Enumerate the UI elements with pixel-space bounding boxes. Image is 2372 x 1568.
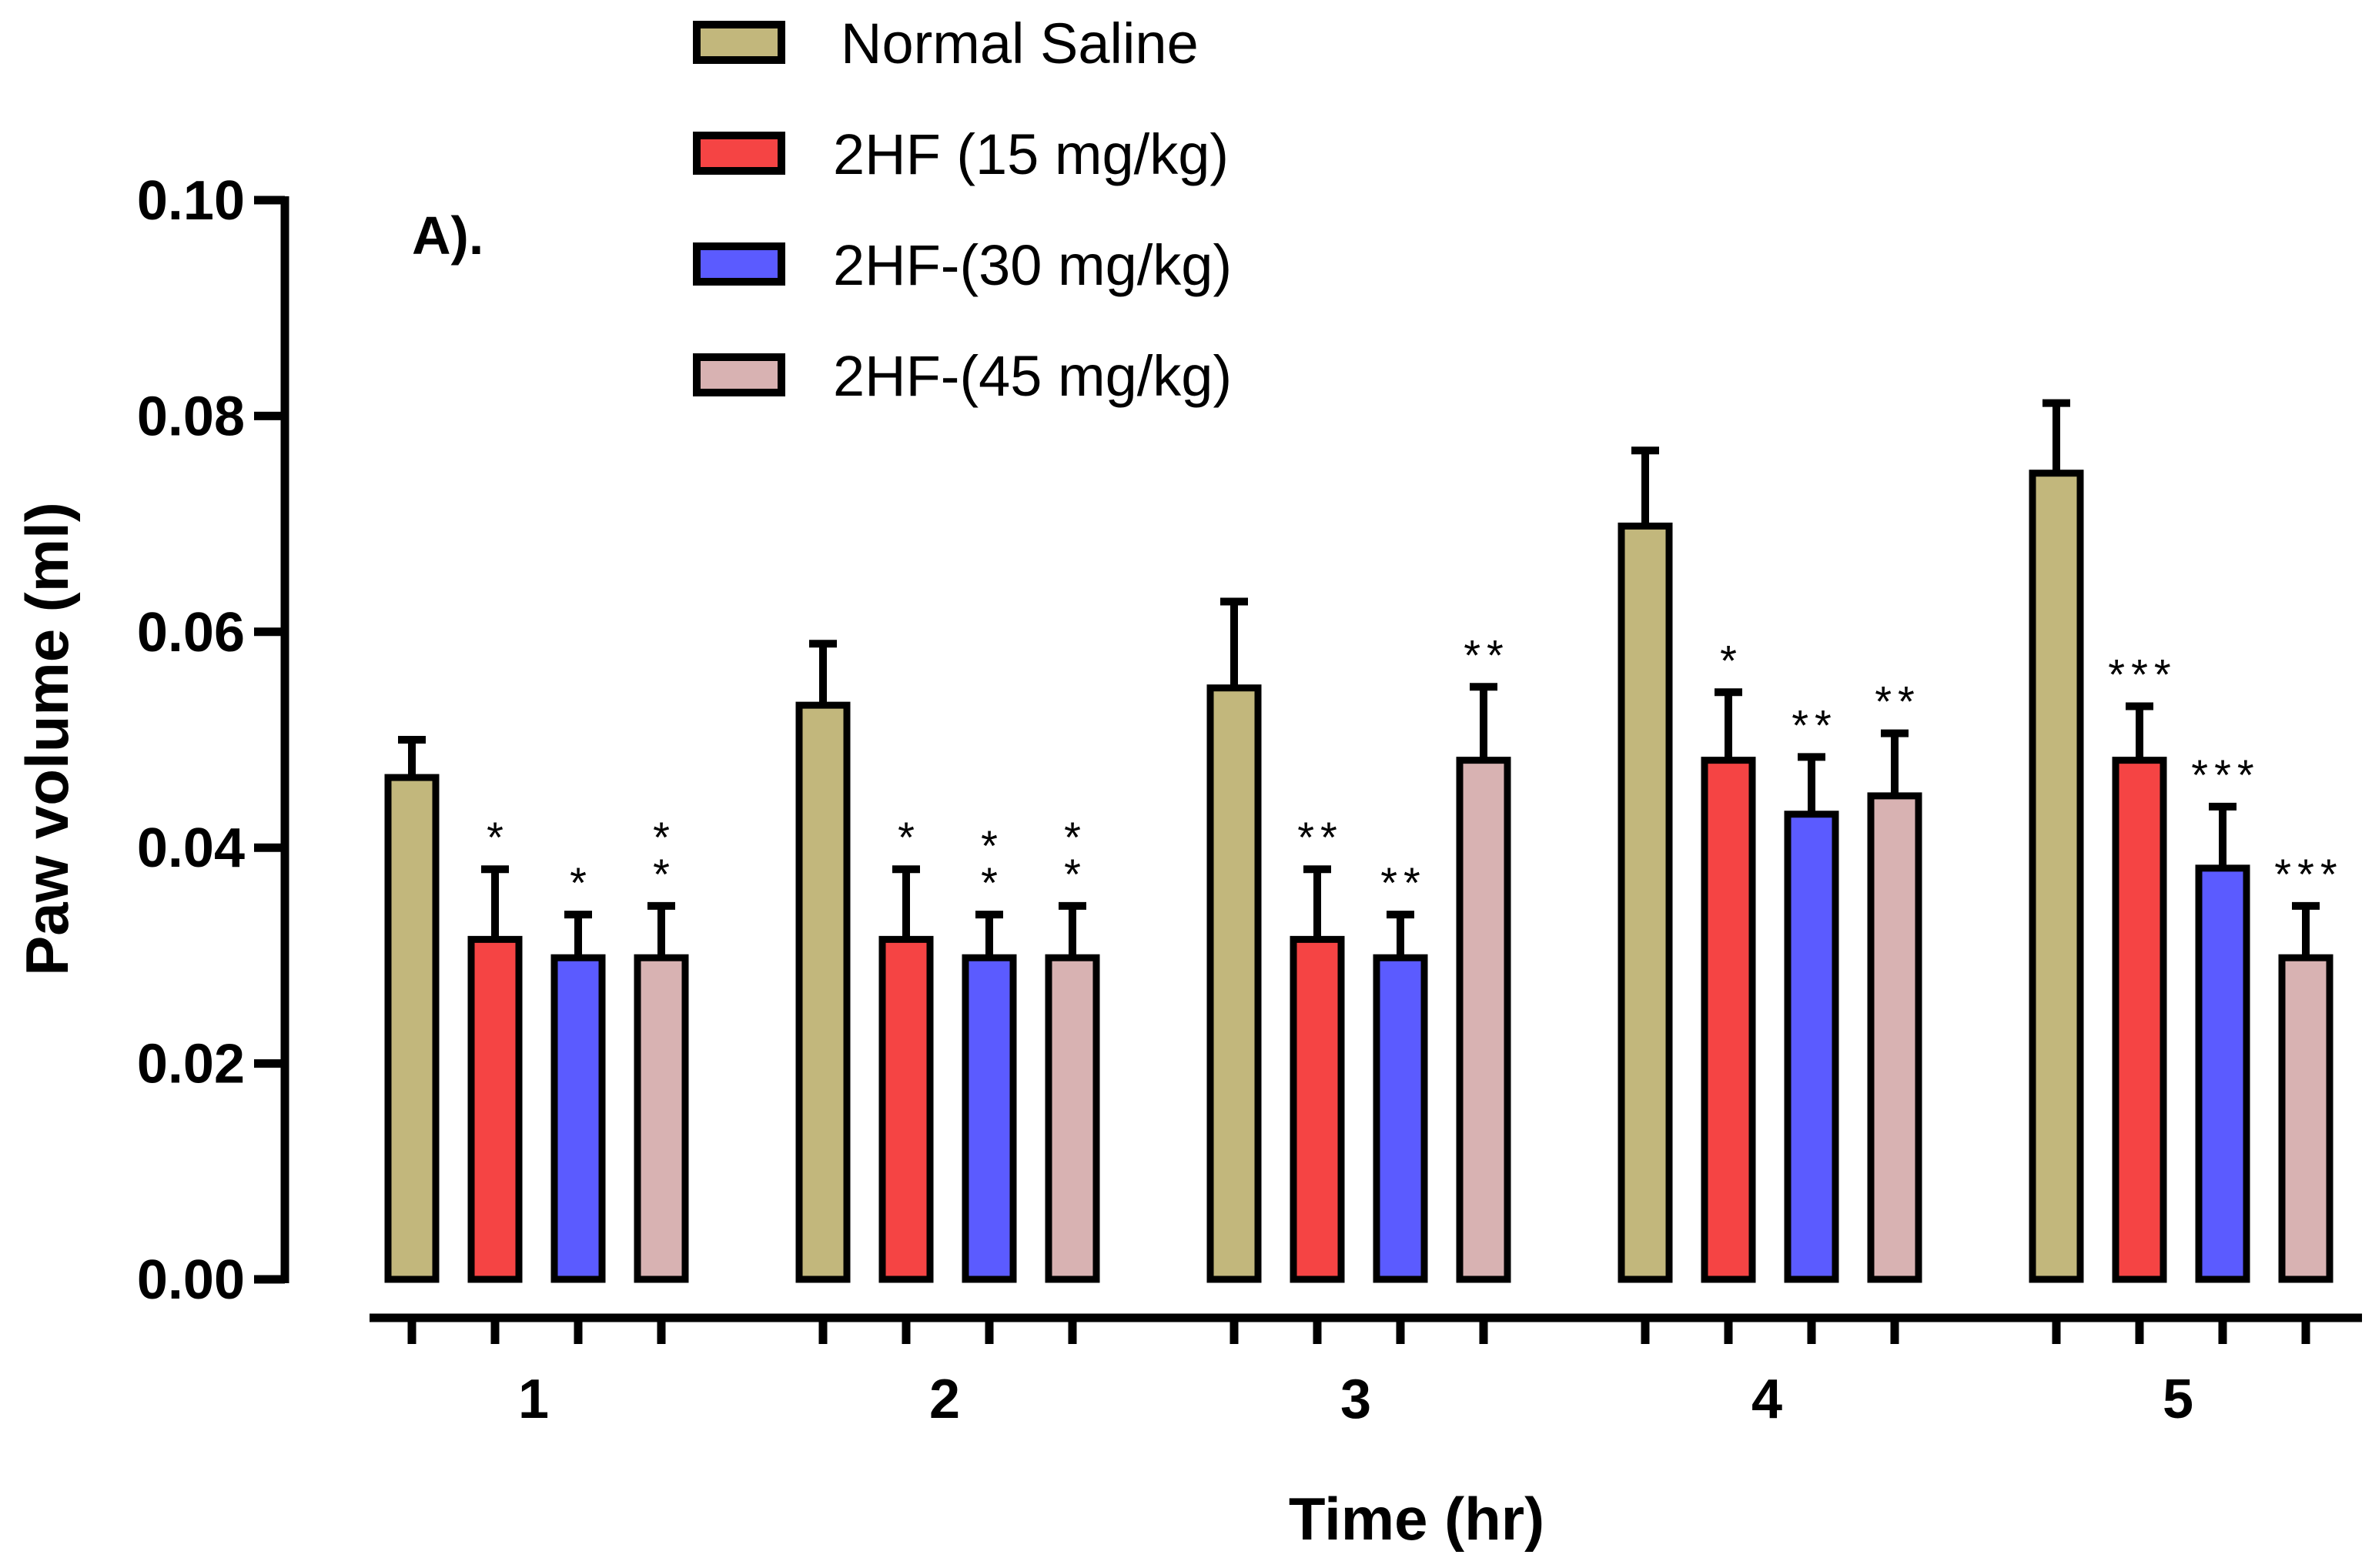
significance-label: * — [653, 813, 676, 861]
bar — [467, 935, 523, 1283]
significance-label: * — [487, 813, 510, 861]
bar — [2195, 864, 2250, 1283]
bar — [1701, 757, 1756, 1283]
bar — [795, 701, 851, 1283]
bar — [2112, 757, 2167, 1283]
bar — [1045, 954, 1100, 1283]
bar — [1290, 935, 1345, 1283]
legend: Normal Saline 2HF (15 mg/kg) 2HF-(30 mg/kg… — [693, 12, 1232, 408]
axes-layer: 0.00 0.02 0.04 0.06 0.08 0.10 — [137, 170, 2362, 1344]
legend-label: 2HF-(45 mg/kg) — [833, 344, 1232, 408]
bar — [550, 954, 606, 1283]
bar — [384, 774, 440, 1283]
significance-label: * — [981, 821, 1004, 870]
legend-label: Normal Saline — [841, 12, 1199, 75]
y-tick-label: 0.08 — [137, 386, 245, 447]
y-tick-label: 0.10 — [137, 170, 245, 232]
legend-swatch — [693, 132, 785, 175]
bars-layer — [384, 399, 2334, 1283]
legend-label: 2HF (15 mg/kg) — [833, 122, 1229, 186]
bar — [2278, 954, 2334, 1283]
bar — [1373, 954, 1428, 1283]
bar — [634, 954, 689, 1283]
significance-label: * — [653, 850, 676, 898]
x-tick-label: 2 — [929, 1369, 960, 1430]
significance-label: *** — [2274, 850, 2343, 898]
bar — [2029, 470, 2084, 1283]
significance-label: ** — [1792, 700, 1838, 749]
legend-swatch — [693, 242, 785, 286]
y-tick-label: 0.04 — [137, 817, 245, 879]
significance-label: ** — [1464, 630, 1510, 679]
bar — [1456, 757, 1511, 1283]
bar — [1206, 684, 1262, 1283]
labels-layer: ** **1*****2******3*** **4*********5 — [487, 630, 2343, 1430]
legend-label: 2HF-(30 mg/kg) — [833, 233, 1232, 297]
significance-label: *** — [2108, 650, 2176, 699]
significance-label: * — [1720, 636, 1743, 684]
significance-label: ** — [1297, 813, 1343, 861]
significance-label: ** — [1875, 677, 1921, 726]
x-axis-title: Time (hr) — [1289, 1485, 1544, 1553]
x-tick-label: 4 — [1751, 1369, 1782, 1430]
bar — [1867, 792, 1922, 1283]
bar — [1784, 811, 1839, 1283]
x-tick-label: 5 — [2163, 1369, 2193, 1430]
significance-label: ** — [1380, 858, 1427, 907]
y-tick-label: 0.06 — [137, 602, 245, 664]
significance-label: * — [1064, 813, 1087, 861]
y-tick-label: 0.00 — [137, 1249, 245, 1311]
significance-label: * — [1064, 850, 1087, 898]
bar — [962, 954, 1017, 1283]
y-tick-label: 0.02 — [137, 1034, 245, 1095]
legend-swatch — [693, 21, 785, 64]
significance-label: * — [981, 858, 1004, 907]
significance-label: *** — [2191, 751, 2260, 799]
significance-label: * — [898, 813, 921, 861]
y-axis-title: Paw volume (ml) — [13, 502, 81, 975]
legend-swatch — [693, 353, 785, 396]
bar — [1618, 522, 1673, 1283]
x-tick-label: 3 — [1340, 1369, 1371, 1430]
significance-label: * — [570, 858, 593, 907]
panel-label: A). — [412, 206, 483, 266]
x-tick-label: 1 — [518, 1369, 549, 1430]
bar — [878, 935, 934, 1283]
